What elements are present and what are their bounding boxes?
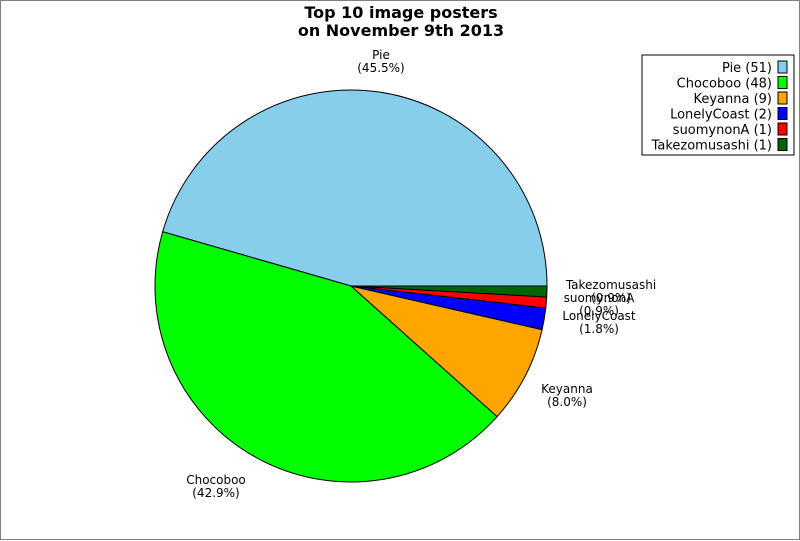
legend-label-pie: Pie (51) xyxy=(722,61,772,76)
slice-label-takezomusashi: Takezomusashi xyxy=(565,278,656,292)
legend-swatch-chocoboo xyxy=(777,76,788,89)
slice-percent-keyanna: (8.0%) xyxy=(547,395,587,409)
slice-percent-suomynona: (0.9%) xyxy=(579,304,619,318)
legend-swatch-pie xyxy=(777,60,788,74)
slice-label-lonelycoast: LonelyCoast xyxy=(562,309,636,323)
legend-swatch-takezomusashi xyxy=(777,138,788,151)
legend-label-takezomusashi: Takezomusashi (1) xyxy=(651,139,772,154)
slice-label-keyanna: Keyanna xyxy=(541,382,593,396)
slice-label-suomynona: suomynonA xyxy=(564,291,636,305)
pie-slice-takezomusashi xyxy=(350,285,548,298)
legend-swatch-suomynona xyxy=(777,122,788,136)
legend-swatch-keyanna xyxy=(777,91,788,105)
pie-slices xyxy=(154,89,548,483)
legend-swatch-lonelycoast xyxy=(777,107,788,120)
legend-label-suomynona: suomynonA (1) xyxy=(673,123,772,138)
slice-percent-takezomusashi: (0.9%) xyxy=(591,291,631,305)
slice-label-pie: Pie xyxy=(372,48,390,62)
slice-percent-chocoboo: (42.9%) xyxy=(192,486,239,500)
slice-labels: Pie(45.5%) Chocoboo(42.9%) Keyanna(8.0%) Lo… xyxy=(186,48,656,500)
pie-slice-keyanna xyxy=(350,285,543,418)
slice-label-chocoboo: Chocoboo xyxy=(186,473,246,487)
legend: Pie (51)Chocoboo (48)Keyanna (9)LonelyCo… xyxy=(641,54,795,156)
slice-percent-pie: (45.5%) xyxy=(357,61,404,75)
legend-box xyxy=(641,54,795,156)
legend-label-chocoboo: Chocoboo (48) xyxy=(677,77,772,92)
pie-slice-pie xyxy=(162,89,548,287)
chart-title-line-2: on November 9th 2013 xyxy=(298,21,504,40)
slice-percent-lonelycoast: (1.8%) xyxy=(579,322,619,336)
pie-slice-chocoboo xyxy=(154,231,498,483)
chart-title-line-1: Top 10 image posters xyxy=(304,3,497,22)
legend-label-keyanna: Keyanna (9) xyxy=(693,92,772,107)
legend-label-lonelycoast: LonelyCoast (2) xyxy=(670,108,772,123)
